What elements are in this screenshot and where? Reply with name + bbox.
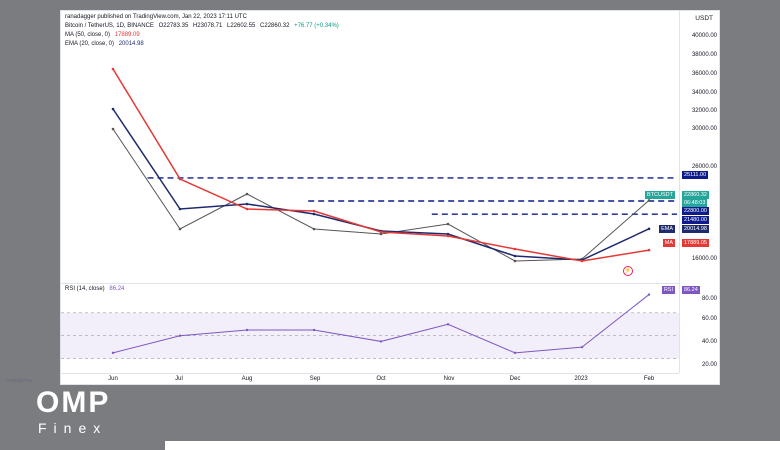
- ma-point: [111, 67, 115, 71]
- bottom-strip: [165, 441, 780, 450]
- rsi-point: [379, 340, 383, 343]
- rsi-point: [513, 351, 517, 355]
- rsi-value-tag: 86.24: [682, 286, 700, 294]
- time-label: 2023: [574, 376, 588, 382]
- rsi-point: [580, 345, 584, 349]
- publisher-line: ranadagger published on TradingView.com,…: [65, 14, 247, 20]
- time-label: Jun: [108, 376, 118, 382]
- price-tick: 40000.00: [691, 33, 717, 39]
- price-tick: 38000.00: [691, 52, 717, 58]
- ema-point: [647, 227, 651, 231]
- price-point: [647, 199, 651, 202]
- price-tick: 36000.00: [691, 71, 717, 77]
- ma-point: [245, 207, 249, 211]
- time-label: Feb: [643, 376, 655, 382]
- time-label: Oct: [376, 376, 386, 382]
- lightning-icon[interactable]: ⚡: [623, 266, 633, 276]
- price-tick: 30000.00: [691, 126, 717, 132]
- rsi-pane[interactable]: RSI (14, close) 86.24: [61, 283, 679, 374]
- ma-point: [379, 230, 383, 234]
- price-point: [513, 259, 517, 263]
- time-label: Sep: [309, 376, 321, 382]
- ma-point: [513, 247, 517, 251]
- rsi-point: [647, 293, 651, 296]
- price-tick: 16000.00: [691, 256, 717, 262]
- rsi-chart-svg: [61, 293, 679, 359]
- symbol-name[interactable]: Bitcoin / TetherUS, 1D, BINANCE: [65, 23, 154, 29]
- ma-point: [647, 248, 651, 252]
- ma-point: [312, 209, 316, 213]
- ema-point: [312, 212, 316, 216]
- price-tick: 26000.00: [691, 164, 717, 170]
- rsi-point: [312, 328, 316, 332]
- rsi-point: [178, 334, 182, 337]
- tradingview-logo-text: TradingView: [5, 378, 33, 384]
- time-label: Jul: [175, 376, 183, 382]
- ma-label-tag: MA: [662, 239, 675, 247]
- ema-legend-label: EMA (20, close, 0): [65, 41, 115, 47]
- ma-legend-value: 17889.09: [114, 32, 140, 38]
- ema-point: [446, 232, 450, 236]
- symbol-legend: Bitcoin / TetherUS, 1D, BINANCE O22783.3…: [65, 23, 342, 29]
- rsi-point: [446, 323, 450, 326]
- omp-finex-watermark: OMP Finex: [36, 386, 111, 437]
- rsi-tick: 60.00: [701, 316, 717, 322]
- ema-point: [178, 207, 182, 211]
- price-series-line: [112, 128, 650, 262]
- ema-point: [245, 202, 249, 206]
- price-point: [245, 192, 249, 196]
- rsi-tick: 80.00: [701, 296, 717, 302]
- tradingview-logo[interactable]: TradingView: [5, 378, 33, 384]
- ma-point: [178, 177, 182, 181]
- ema-legend-value: 20014.98: [118, 41, 144, 47]
- ma-point: [580, 259, 584, 263]
- price-point: [446, 222, 450, 226]
- ema-legend[interactable]: EMA (20, close, 0) 20014.98: [65, 41, 147, 47]
- ema-point: [111, 107, 115, 111]
- ema-point: [513, 254, 517, 258]
- watermark-sub: Finex: [38, 420, 108, 436]
- ohlc-open: O22783.35: [158, 23, 189, 29]
- price-tick: 32000.00: [691, 108, 717, 114]
- rsi-legend-label: RSI (14, close): [65, 286, 105, 292]
- watermark-main: OMP: [36, 386, 111, 419]
- ema-price-tag: 20014.98: [682, 225, 709, 233]
- chart-frame: ranadagger published on TradingView.com,…: [60, 10, 720, 385]
- countdown-tag: 06:48:03: [682, 199, 708, 207]
- price-axis[interactable]: USDT 40000.00 38000.00 36000.00 34000.00…: [679, 11, 721, 373]
- currency-label: USDT: [695, 15, 713, 22]
- ma-point: [446, 234, 450, 238]
- price-point: [111, 127, 115, 131]
- time-label: Nov: [443, 376, 455, 382]
- ohlc-low: L22602.55: [227, 23, 256, 29]
- price-chart-svg: [111, 67, 677, 263]
- symbol-tag: BTCUSDT: [645, 191, 675, 199]
- ma-legend-label: MA (50, close, 0): [65, 32, 111, 38]
- rsi-tick: 20.00: [701, 362, 717, 368]
- ohlc-close: C22860.32: [260, 23, 290, 29]
- ma-legend[interactable]: MA (50, close, 0) 17889.09: [65, 32, 143, 38]
- time-label: Aug: [241, 376, 253, 382]
- price-point: [312, 227, 316, 231]
- rsi-point: [245, 328, 249, 332]
- price-point: [379, 232, 383, 236]
- ma-price-tag: 17889.05: [682, 239, 709, 247]
- time-label: Dec: [509, 376, 521, 382]
- rsi-label-tag: RSI: [661, 286, 675, 294]
- rsi-tick: 40.00: [701, 339, 717, 345]
- price-tick: 34000.00: [691, 90, 717, 96]
- rsi-legend-value: 86.24: [109, 286, 125, 292]
- last-price-tag: 22860.32: [682, 191, 709, 199]
- level-high-tag: 25111.00: [682, 171, 709, 179]
- ema-label-tag: EMA: [659, 225, 675, 233]
- price-pane[interactable]: Bitcoin / TetherUS, 1D, BINANCE O22783.3…: [61, 11, 679, 279]
- level-mid-tag: 22800.00: [682, 207, 709, 215]
- level-low-tag: 21480.00: [682, 216, 709, 224]
- rsi-legend[interactable]: RSI (14, close) 86.24: [65, 286, 127, 292]
- ohlc-high: H23078.71: [192, 23, 223, 29]
- price-change: +76.77 (+0.34%): [294, 23, 339, 29]
- time-axis[interactable]: Jun Jul Aug Sep Oct Nov Dec 2023 Feb: [61, 373, 679, 387]
- price-point: [178, 227, 182, 231]
- rsi-point: [111, 351, 115, 355]
